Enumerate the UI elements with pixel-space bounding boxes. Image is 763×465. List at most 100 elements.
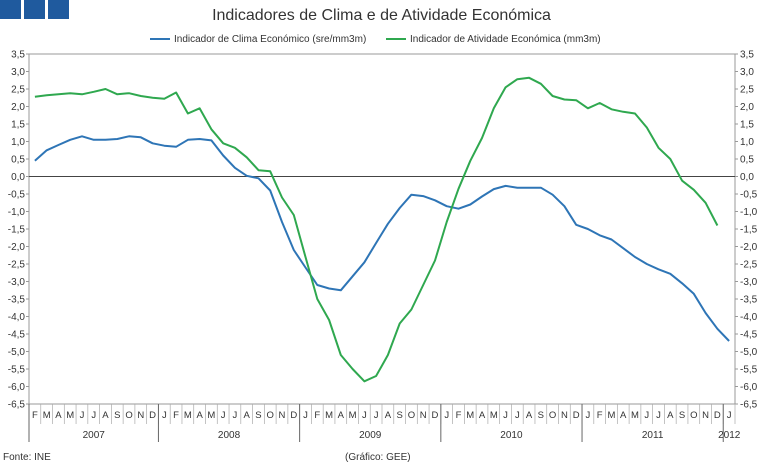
x-year-label: 2009	[359, 430, 382, 441]
x-month-label: A	[196, 410, 203, 421]
y-tick-label-left: -3,5	[8, 295, 26, 306]
y-tick-label-right: 1,0	[740, 137, 754, 148]
chart-title: Indicadores de Clima e de Atividade Econ…	[212, 7, 551, 24]
credit-footnote: (Gráfico: GEE)	[345, 452, 411, 463]
y-tick-label-left: 1,0	[11, 137, 25, 148]
x-month-label: F	[173, 410, 179, 421]
y-tick-label-left: 1,5	[11, 120, 25, 131]
x-month-label: M	[207, 410, 215, 421]
x-month-label: J	[644, 410, 649, 421]
x-month-label: J	[162, 410, 167, 421]
x-month-label: F	[597, 410, 603, 421]
y-tick-label-left: 2,5	[11, 85, 25, 96]
x-month-label: M	[631, 410, 639, 421]
x-month-label: J	[303, 410, 308, 421]
x-month-label: A	[526, 410, 533, 421]
y-tick-label-right: 0,0	[740, 172, 754, 183]
x-month-label: F	[314, 410, 320, 421]
x-month-label: N	[702, 410, 709, 421]
x-month-label: J	[374, 410, 379, 421]
x-month-label: J	[362, 410, 367, 421]
y-tick-label-right: -1,0	[740, 207, 758, 218]
y-tick-label-left: -6,5	[8, 400, 26, 411]
plot-frame	[28, 53, 736, 405]
x-month-label: S	[255, 410, 261, 421]
x-month-label: D	[573, 410, 580, 421]
x-month-label: J	[444, 410, 449, 421]
y-tick-label-right: -3,5	[740, 295, 758, 306]
legend-swatch-atividade	[386, 38, 406, 41]
x-month-label: M	[66, 410, 74, 421]
x-month-label: J	[503, 410, 508, 421]
x-month-label: O	[408, 410, 415, 421]
legend-item-atividade: Indicador de Atividade Económica (mm3m)	[386, 34, 601, 45]
y-tick-label-left: -2,0	[8, 242, 26, 253]
y-tick-label-right: 3,0	[740, 67, 754, 78]
y-tick-label-left: -1,0	[8, 207, 26, 218]
x-month-label: F	[32, 410, 38, 421]
y-tick-label-right: -3,0	[740, 277, 758, 288]
y-tick-label-right: -2,5	[740, 260, 758, 271]
y-tick-label-left: -4,0	[8, 312, 26, 323]
y-tick-label-right: 1,5	[740, 120, 754, 131]
y-tick-label-left: 3,0	[11, 67, 25, 78]
y-tick-label-right: 3,5	[740, 50, 754, 61]
logo-square-icon	[48, 0, 69, 19]
x-year-label: 2012	[718, 430, 741, 441]
x-month-label: M	[466, 410, 474, 421]
y-tick-label-right: 0,5	[740, 155, 754, 166]
x-year-label: 2011	[642, 430, 664, 441]
x-month-label: J	[586, 410, 591, 421]
y-tick-label-left: -3,0	[8, 277, 26, 288]
x-month-label: D	[714, 410, 721, 421]
y-tick-label-left: -1,5	[8, 225, 26, 236]
x-year-label: 2007	[83, 430, 106, 441]
y-tick-label-left: -5,0	[8, 347, 26, 358]
x-month-label: S	[538, 410, 544, 421]
y-tick-label-right: 2,5	[740, 85, 754, 96]
x-year-label: 2008	[218, 430, 241, 441]
series-line-clima	[34, 135, 730, 342]
y-tick-label-right: 2,0	[740, 102, 754, 113]
y-tick-label-right: -5,0	[740, 347, 758, 358]
y-tick-label-left: -0,5	[8, 190, 26, 201]
x-month-label: S	[679, 410, 685, 421]
x-month-label: O	[690, 410, 697, 421]
y-tick-label-right: -2,0	[740, 242, 758, 253]
x-month-label: O	[549, 410, 556, 421]
y-tick-label-right: -6,0	[740, 382, 758, 393]
x-month-label: M	[490, 410, 498, 421]
y-tick-label-left: 0,0	[11, 172, 25, 183]
x-month-label: D	[149, 410, 156, 421]
x-month-label: J	[233, 410, 238, 421]
y-tick-label-left: 2,0	[11, 102, 25, 113]
x-month-label: J	[656, 410, 661, 421]
x-month-label: A	[620, 410, 627, 421]
y-tick-label-left: 3,5	[11, 50, 25, 61]
x-month-label: A	[244, 410, 251, 421]
legend-label-clima: Indicador de Clima Económico (sre/mm3m)	[174, 34, 367, 45]
x-month-label: A	[338, 410, 345, 421]
legend-swatch-clima	[150, 38, 170, 41]
x-month-label: A	[102, 410, 109, 421]
x-month-label: N	[279, 410, 286, 421]
x-month-label: N	[561, 410, 568, 421]
x-month-label: A	[385, 410, 392, 421]
x-month-label: O	[267, 410, 274, 421]
x-month-label: S	[396, 410, 402, 421]
y-tick-label-right: -1,5	[740, 225, 758, 236]
x-month-label: J	[221, 410, 226, 421]
series-line-atividade	[34, 76, 719, 383]
ine-logo	[0, 0, 70, 19]
x-month-label: M	[349, 410, 357, 421]
x-month-label: M	[43, 410, 51, 421]
y-tick-label-left: 0,5	[11, 155, 25, 166]
y-tick-label-right: -4,0	[740, 312, 758, 323]
x-month-label: J	[727, 410, 732, 421]
x-month-label: M	[325, 410, 333, 421]
x-month-label: A	[667, 410, 674, 421]
legend-label-atividade: Indicador de Atividade Económica (mm3m)	[410, 34, 601, 45]
x-month-label: A	[479, 410, 486, 421]
x-month-label: N	[137, 410, 144, 421]
